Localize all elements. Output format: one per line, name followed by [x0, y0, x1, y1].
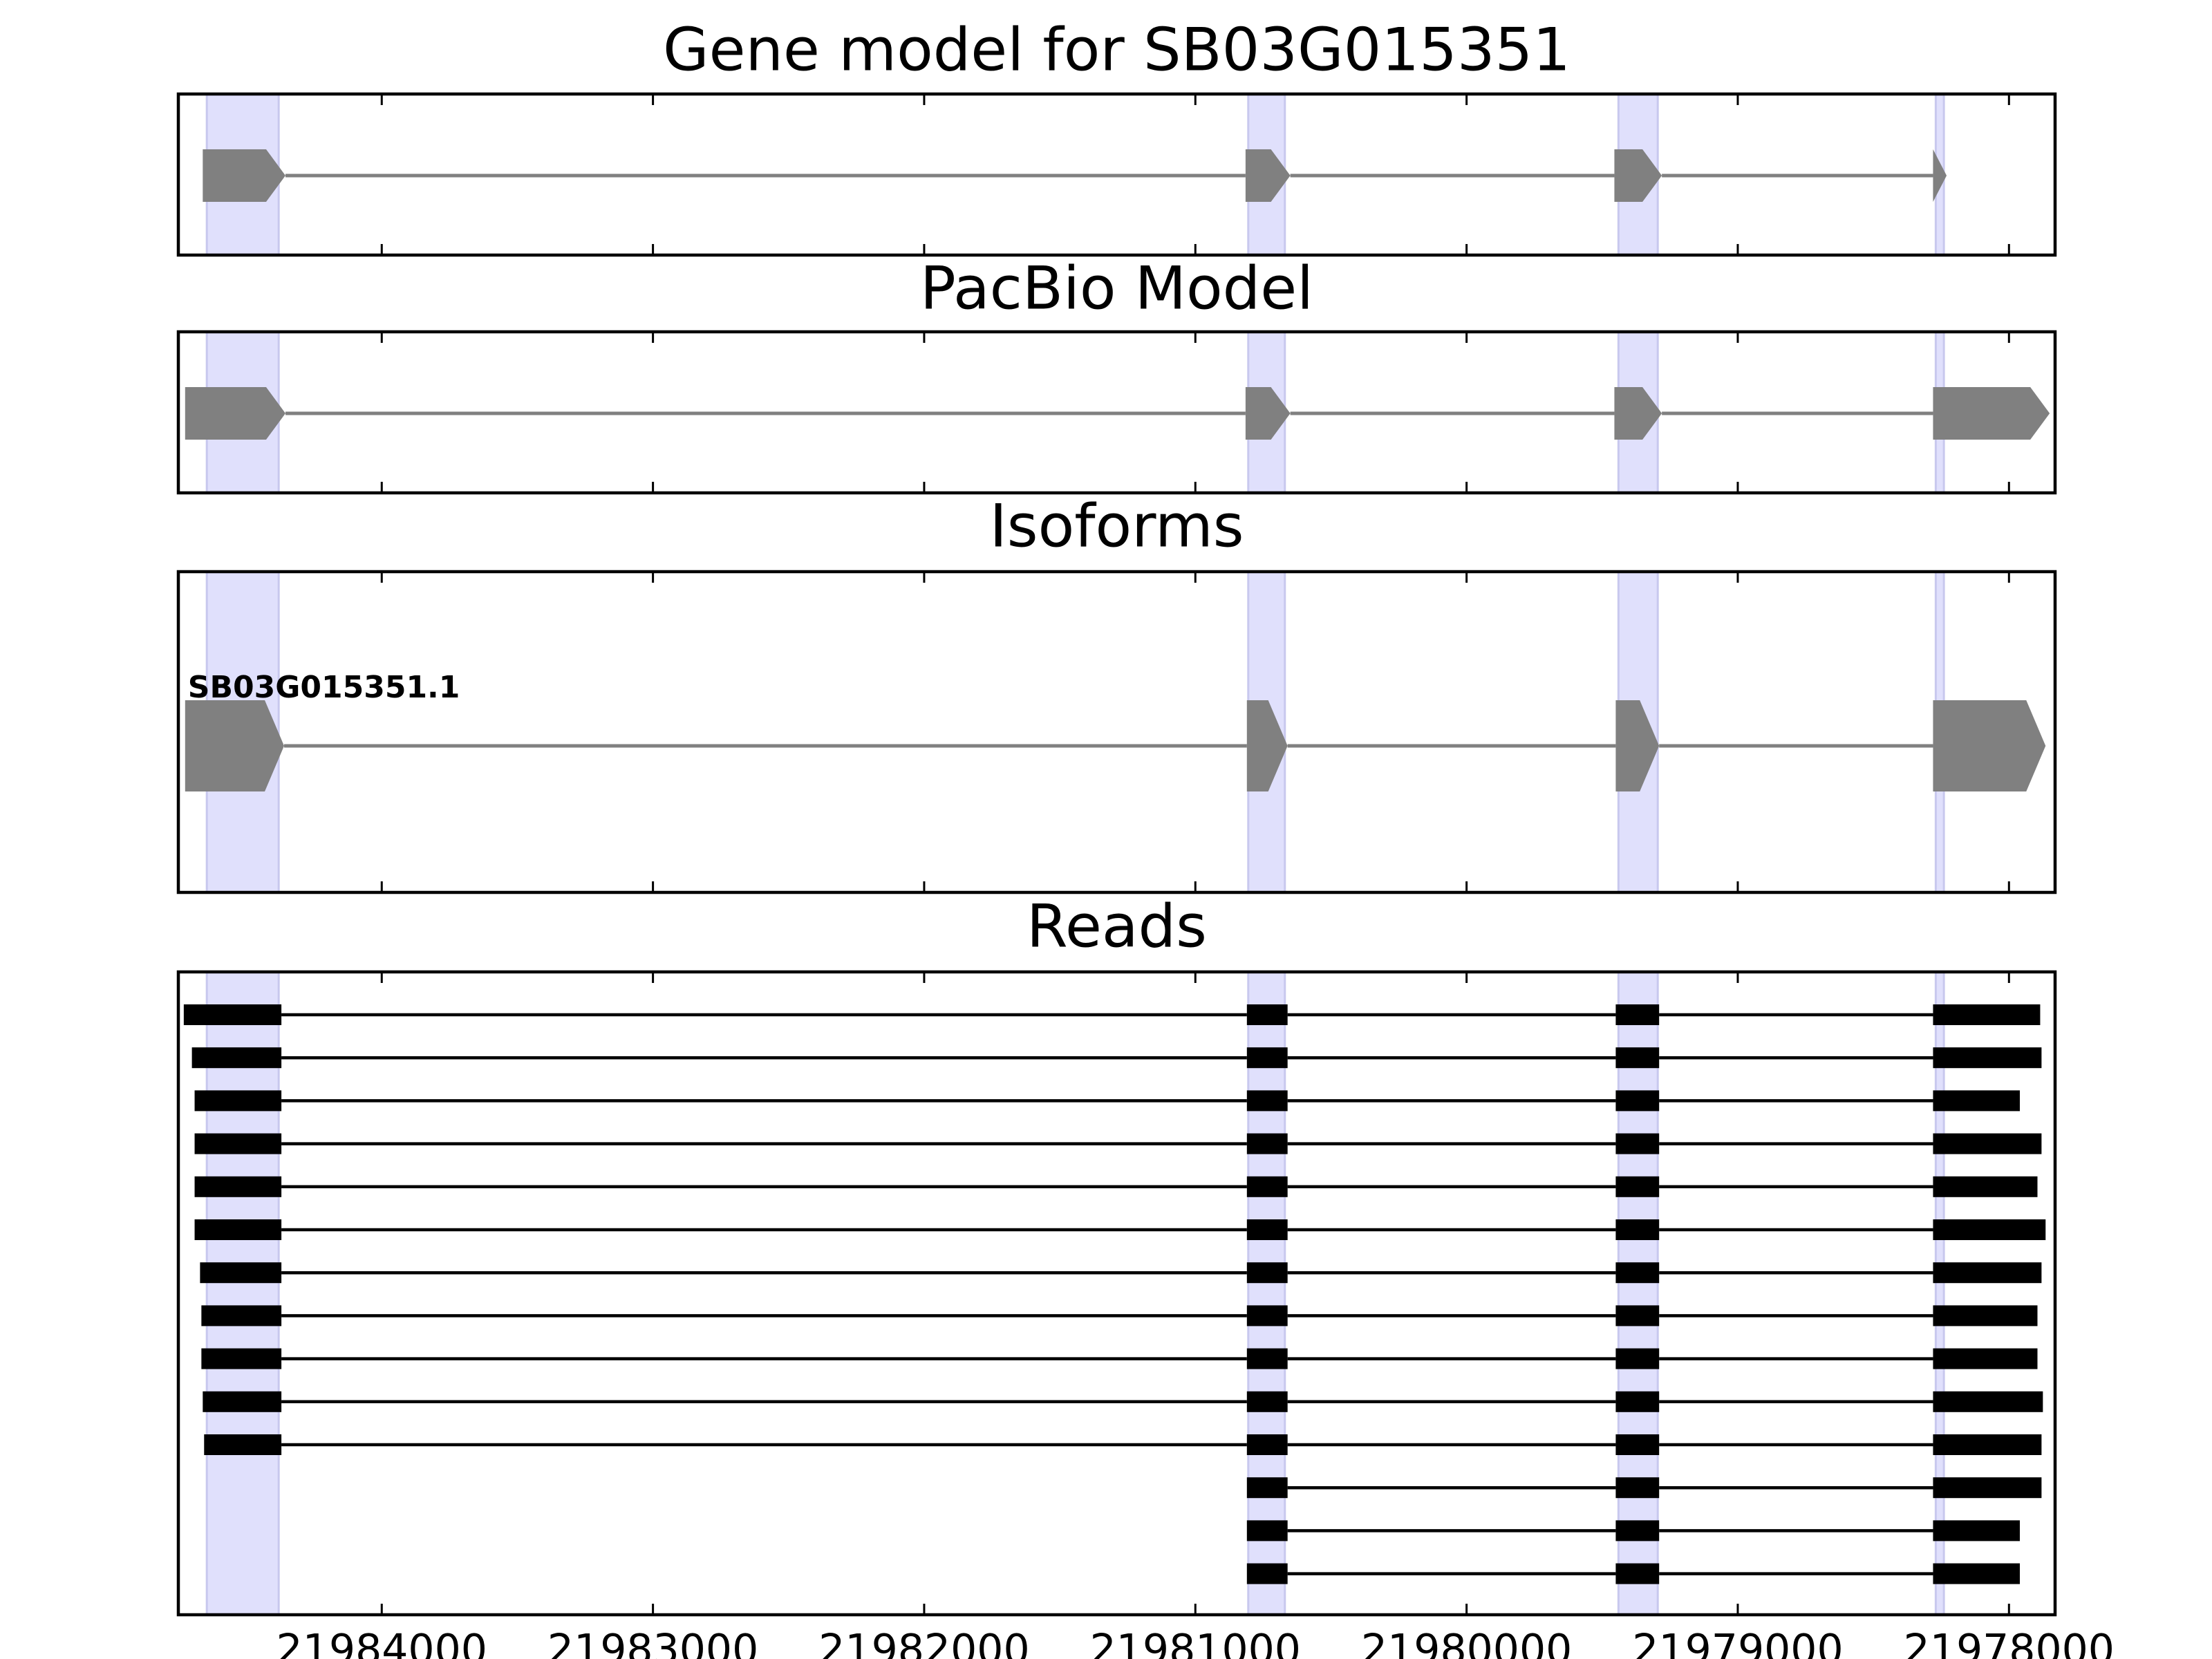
panel-frame: [176, 330, 2057, 495]
read-exon: [1933, 1090, 2020, 1112]
read-exon: [1615, 1520, 1660, 1541]
read-exon: [194, 1219, 282, 1240]
exon: [1245, 387, 1291, 440]
panel-frame: [176, 92, 2057, 257]
exon-highlight: [205, 971, 280, 1616]
read-exon: [1246, 1563, 1288, 1584]
read-exon: [1933, 1434, 2042, 1455]
x-tick-label: 21981000: [1090, 1626, 1301, 1659]
exon: [1933, 700, 2046, 791]
read-exon: [1615, 1090, 1660, 1112]
read-exon: [201, 1305, 282, 1327]
read-exon: [1933, 1563, 2020, 1584]
read-exon: [1933, 1047, 2042, 1069]
isoform-label: SB03G015351.1: [188, 670, 460, 705]
read-exon: [204, 1434, 282, 1455]
read-exon: [203, 1391, 282, 1412]
exon: [1615, 700, 1660, 791]
exon-highlight: [1247, 971, 1286, 1616]
read-exon: [1246, 1090, 1288, 1112]
read-exon: [1246, 1047, 1288, 1069]
read-exon: [183, 1004, 282, 1025]
exon: [203, 149, 285, 202]
read-exon: [1246, 1348, 1288, 1369]
exon: [1614, 387, 1662, 440]
panel-title: Gene model for SB03G015351: [663, 15, 1571, 84]
read-exon: [1933, 1477, 2042, 1499]
read-exon: [1246, 1477, 1288, 1499]
exon: [185, 700, 285, 791]
panel-frame: [176, 570, 2057, 894]
read-exon: [194, 1133, 282, 1154]
read-exon: [1615, 1477, 1660, 1499]
exon: [1245, 149, 1291, 202]
read-exon: [1246, 1219, 1288, 1240]
read-exon: [1933, 1133, 2042, 1154]
read-exon: [1615, 1133, 1660, 1154]
read-exon: [1246, 1305, 1288, 1327]
exon: [1933, 387, 2050, 440]
read-exon: [1246, 1176, 1288, 1197]
read-exon: [201, 1348, 282, 1369]
read-exon: [1615, 1305, 1660, 1327]
exon: [1246, 700, 1288, 791]
read-exon: [1615, 1434, 1660, 1455]
read-exon: [194, 1176, 282, 1197]
read-exon: [1246, 1434, 1288, 1455]
exon: [1614, 149, 1662, 202]
read-exon: [1933, 1176, 2038, 1197]
exon-highlight: [1934, 971, 1945, 1616]
read-exon: [1615, 1047, 1660, 1069]
read-exon: [200, 1262, 282, 1284]
exon: [1933, 149, 1947, 202]
read-exon: [1246, 1004, 1288, 1025]
exon-highlight: [1617, 971, 1659, 1616]
read-exon: [1246, 1391, 1288, 1412]
x-tick-label: 21983000: [547, 1626, 758, 1659]
read-exon: [1933, 1391, 2043, 1412]
read-exon: [1615, 1004, 1660, 1025]
read-exon: [1933, 1348, 2038, 1369]
read-exon: [1933, 1520, 2020, 1541]
panel-title: Reads: [1027, 892, 1207, 961]
read-exon: [1933, 1262, 2042, 1284]
read-exon: [1933, 1219, 2046, 1240]
read-exon: [1933, 1305, 2038, 1327]
read-exon: [1615, 1262, 1660, 1284]
read-exon: [1246, 1262, 1288, 1284]
read-exon: [1615, 1176, 1660, 1197]
panel-title: Isoforms: [989, 491, 1244, 561]
read-exon: [1615, 1219, 1660, 1240]
x-tick-label: 21980000: [1361, 1626, 1572, 1659]
read-exon: [1933, 1004, 2041, 1025]
read-exon: [1615, 1348, 1660, 1369]
exon: [185, 387, 285, 440]
read-exon: [1615, 1563, 1660, 1584]
read-exon: [194, 1090, 282, 1112]
x-tick-label: 21978000: [1904, 1626, 2115, 1659]
x-tick-label: 21982000: [818, 1626, 1029, 1659]
panel-frame: [176, 970, 2057, 1617]
read-exon: [191, 1047, 282, 1069]
read-exon: [1246, 1520, 1288, 1541]
x-tick-label: 21984000: [276, 1626, 487, 1659]
read-exon: [1246, 1133, 1288, 1154]
panel-title: PacBio Model: [920, 254, 1313, 323]
x-tick-label: 21979000: [1632, 1626, 1843, 1659]
read-exon: [1615, 1391, 1660, 1412]
